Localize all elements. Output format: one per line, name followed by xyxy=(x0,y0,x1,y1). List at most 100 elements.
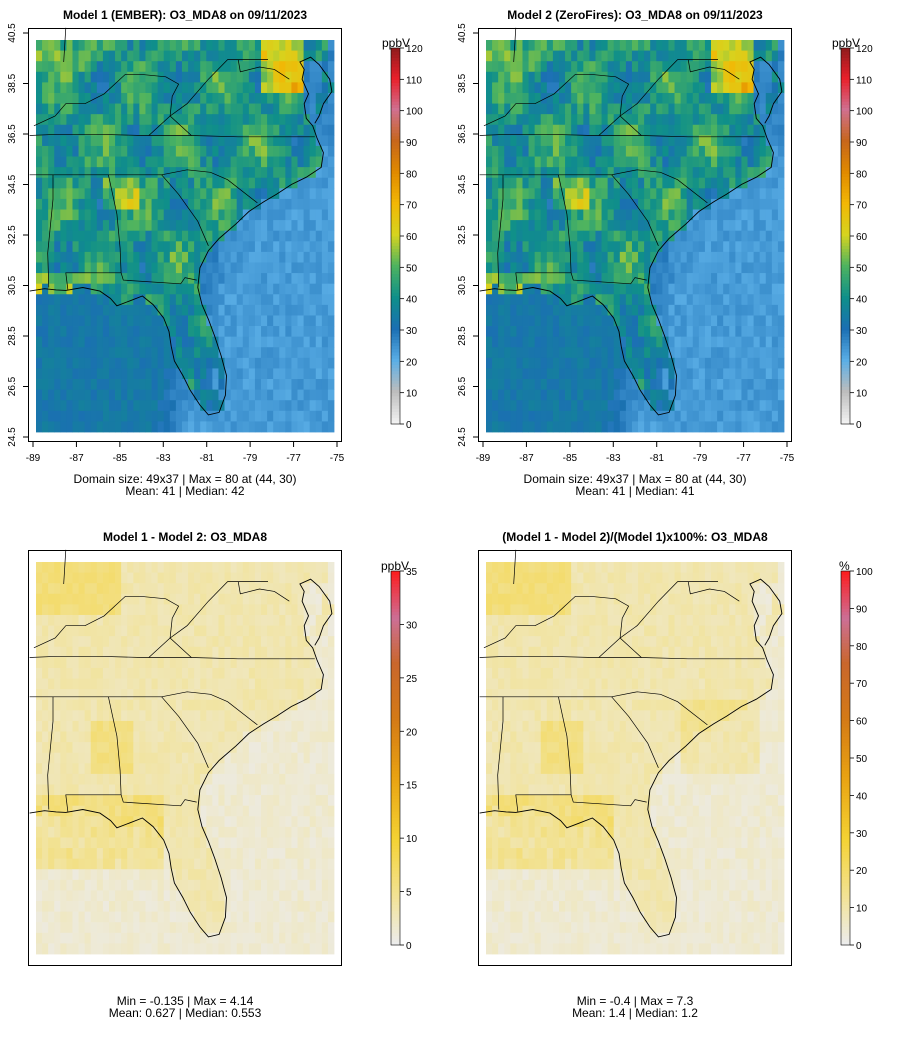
grid-cell xyxy=(765,61,773,73)
grid-cell xyxy=(236,273,244,285)
grid-cell xyxy=(48,294,55,306)
grid-cell xyxy=(571,315,578,327)
grid-cell xyxy=(212,604,219,616)
grid-cell xyxy=(273,251,280,263)
colorbar-segment xyxy=(841,167,850,171)
grid-cell xyxy=(662,114,669,126)
grid-cell xyxy=(534,400,542,412)
grid-cell xyxy=(631,156,639,168)
grid-cell xyxy=(96,145,104,157)
grid-cell xyxy=(327,593,335,605)
grid-cell xyxy=(145,742,152,754)
grid-cell xyxy=(206,92,213,104)
grid-cell xyxy=(188,61,195,73)
grid-cell xyxy=(66,763,73,775)
grid-cell xyxy=(72,177,79,189)
grid-cell xyxy=(510,124,517,136)
grid-cell xyxy=(498,71,505,83)
grid-cell xyxy=(224,379,232,391)
grid-cell xyxy=(127,103,134,115)
grid-cell xyxy=(96,71,104,83)
grid-cell xyxy=(638,103,645,115)
grid-cell xyxy=(78,720,86,732)
grid-cell xyxy=(656,82,663,94)
grid-cell xyxy=(777,145,785,157)
grid-cell xyxy=(242,251,250,263)
colorbar-segment xyxy=(391,408,400,412)
grid-cell xyxy=(674,389,682,401)
grid-cell xyxy=(571,357,578,369)
grid-cell xyxy=(169,283,177,295)
grid-cell xyxy=(194,410,201,422)
grid-cell xyxy=(747,315,754,327)
grid-cell xyxy=(698,283,706,295)
grid-cell xyxy=(157,198,165,210)
grid-cell xyxy=(145,304,152,316)
grid-cell xyxy=(297,294,304,306)
grid-cell xyxy=(747,304,754,316)
grid-cell xyxy=(181,315,189,327)
grid-cell xyxy=(54,636,61,648)
grid-cell xyxy=(84,667,92,679)
grid-cell xyxy=(66,699,73,711)
grid-cell xyxy=(48,710,55,722)
grid-cell xyxy=(662,273,669,285)
grid-cell xyxy=(248,294,256,306)
grid-cell xyxy=(96,562,104,573)
grid-cell xyxy=(528,145,536,157)
grid-cell xyxy=(625,71,633,83)
grid-cell xyxy=(291,336,298,348)
grid-cell xyxy=(552,50,560,62)
grid-cell xyxy=(777,61,785,73)
grid-cell xyxy=(717,114,724,126)
grid-cell xyxy=(674,283,682,295)
grid-cell xyxy=(327,273,335,285)
grid-cell xyxy=(121,763,128,775)
grid-cell xyxy=(735,421,742,433)
grid-cell xyxy=(254,593,262,605)
grid-cell xyxy=(583,145,590,157)
grid-cell xyxy=(267,167,274,179)
grid-cell xyxy=(552,379,560,391)
grid-cell xyxy=(729,251,736,263)
grid-cell xyxy=(261,410,268,422)
grid-cell xyxy=(516,114,523,126)
grid-cell xyxy=(534,177,542,189)
grid-cell xyxy=(759,262,767,274)
grid-cell xyxy=(139,562,146,573)
grid-cell xyxy=(510,50,517,62)
colorbar-segment xyxy=(841,157,850,162)
grid-cell xyxy=(315,177,323,189)
grid-cell xyxy=(181,389,189,401)
grid-cell xyxy=(267,209,274,221)
grid-cell xyxy=(528,400,536,412)
grid-cell xyxy=(48,326,55,338)
panel2-state-border xyxy=(611,174,659,246)
grid-cell xyxy=(723,230,730,242)
grid-cell xyxy=(297,646,304,658)
grid-cell xyxy=(181,400,189,412)
grid-cell xyxy=(200,678,207,690)
grid-cell xyxy=(504,357,511,369)
grid-cell xyxy=(121,646,128,658)
grid-cell xyxy=(254,82,262,94)
grid-cell xyxy=(571,220,578,232)
grid-cell xyxy=(188,114,195,126)
grid-cell xyxy=(303,145,311,157)
grid-cell xyxy=(759,389,767,401)
grid-cell xyxy=(522,71,529,83)
grid-cell xyxy=(765,167,773,179)
grid-cell xyxy=(127,220,134,232)
grid-cell xyxy=(78,251,86,263)
grid-cell xyxy=(650,379,657,391)
grid-cell xyxy=(704,294,712,306)
grid-cell xyxy=(315,283,323,295)
grid-cell xyxy=(248,400,256,412)
grid-cell xyxy=(753,167,761,179)
colorbar-segment xyxy=(841,273,850,278)
grid-cell xyxy=(729,209,736,221)
grid-cell xyxy=(157,241,165,253)
grid-cell xyxy=(644,145,651,157)
grid-cell xyxy=(552,336,560,348)
grid-cell xyxy=(72,156,79,168)
